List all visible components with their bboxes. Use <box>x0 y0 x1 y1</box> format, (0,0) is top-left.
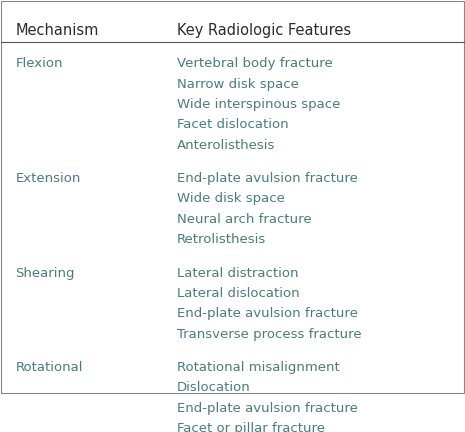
Text: Wide interspinous space: Wide interspinous space <box>177 98 340 111</box>
Text: Extension: Extension <box>15 172 80 185</box>
Text: Mechanism: Mechanism <box>15 23 99 38</box>
Text: Facet or pillar fracture: Facet or pillar fracture <box>177 422 325 432</box>
Text: Transverse process fracture: Transverse process fracture <box>177 327 362 340</box>
Text: End-plate avulsion fracture: End-plate avulsion fracture <box>177 307 358 320</box>
Text: Retrolisthesis: Retrolisthesis <box>177 233 266 246</box>
Text: Flexion: Flexion <box>15 57 63 70</box>
Text: Lateral dislocation: Lateral dislocation <box>177 287 299 300</box>
Text: Rotational misalignment: Rotational misalignment <box>177 361 340 374</box>
Text: Shearing: Shearing <box>15 267 75 280</box>
Text: End-plate avulsion fracture: End-plate avulsion fracture <box>177 402 358 415</box>
Text: Rotational: Rotational <box>15 361 83 374</box>
Text: Wide disk space: Wide disk space <box>177 192 285 205</box>
Text: Key Radiologic Features: Key Radiologic Features <box>177 23 351 38</box>
Text: Anterolisthesis: Anterolisthesis <box>177 139 275 152</box>
Text: Facet dislocation: Facet dislocation <box>177 118 289 131</box>
Text: Neural arch fracture: Neural arch fracture <box>177 213 312 226</box>
Text: Vertebral body fracture: Vertebral body fracture <box>177 57 333 70</box>
Text: Lateral distraction: Lateral distraction <box>177 267 299 280</box>
Text: Dislocation: Dislocation <box>177 381 251 394</box>
Text: End-plate avulsion fracture: End-plate avulsion fracture <box>177 172 358 185</box>
Text: Narrow disk space: Narrow disk space <box>177 77 299 91</box>
